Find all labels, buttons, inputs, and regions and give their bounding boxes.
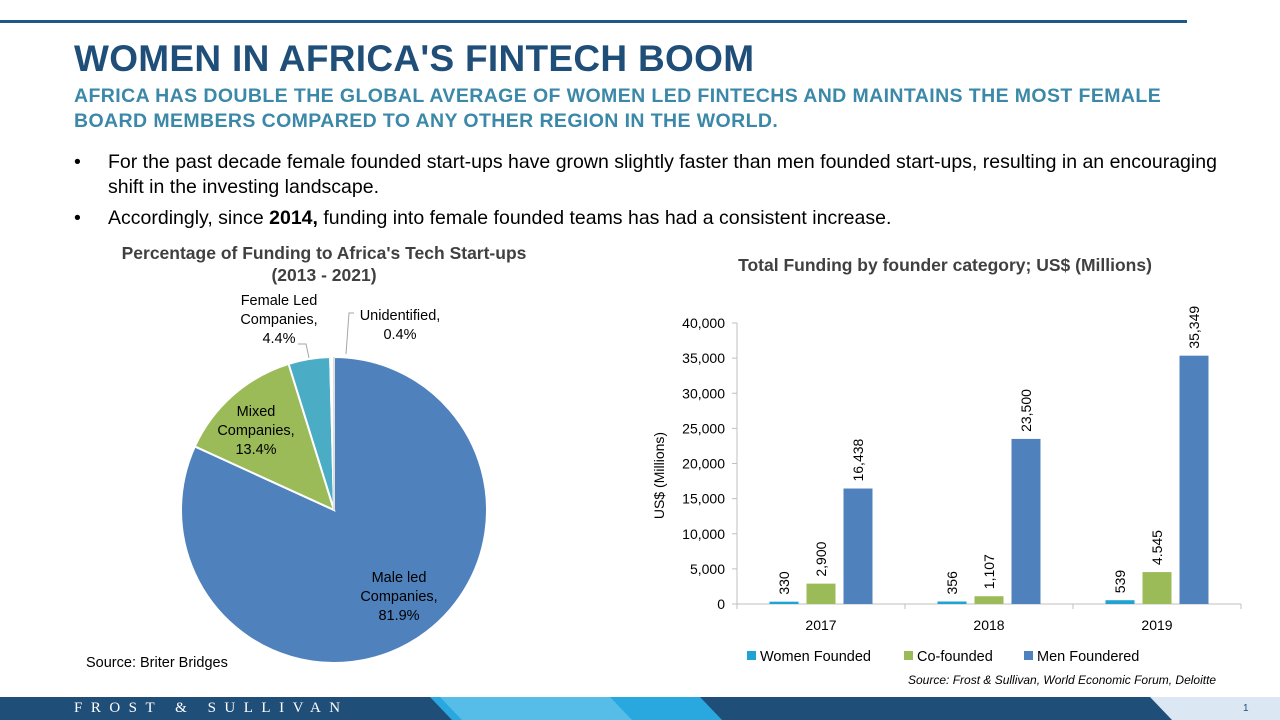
pie-leader-female-led bbox=[298, 343, 310, 359]
y-tick-label: 0 bbox=[717, 596, 725, 612]
legend-label-co-founded: Co-founded bbox=[917, 649, 993, 665]
top-accent-line bbox=[0, 20, 1187, 23]
data-label-men-foundered: 23,500 bbox=[1018, 389, 1034, 432]
legend-swatch-co-founded bbox=[904, 651, 913, 660]
bar-co-founded bbox=[806, 583, 836, 604]
x-tick-label: 2018 bbox=[973, 617, 1004, 633]
bar-women-founded bbox=[769, 601, 799, 604]
footer-band bbox=[0, 697, 1280, 720]
pie-label-male-led: Male led Companies, 81.9% bbox=[360, 570, 437, 624]
y-axis-title: US$ (Millions) bbox=[651, 432, 667, 519]
data-label-women-founded: 356 bbox=[944, 571, 960, 595]
data-label-women-founded: 330 bbox=[776, 571, 792, 595]
pie-title-line2: (2013 - 2021) bbox=[271, 265, 377, 285]
pie-label-unidentified: Unidentified, 0.4% bbox=[360, 308, 441, 343]
y-tick-label: 10,000 bbox=[682, 526, 725, 542]
bar-source: Source: Frost & Sullivan, World Economic… bbox=[908, 673, 1217, 687]
x-tick-label: 2017 bbox=[805, 617, 836, 633]
bullet-list: • For the past decade female founded sta… bbox=[74, 150, 1224, 237]
bullet-marker: • bbox=[74, 207, 81, 229]
legend-label-men-foundered: Men Foundered bbox=[1037, 649, 1139, 665]
data-label-co-founded: 4.545 bbox=[1149, 530, 1165, 565]
bullet-text: For the past decade female founded start… bbox=[108, 151, 1217, 198]
bar-women-founded bbox=[1105, 600, 1135, 604]
pie-chart: Male led Companies, 81.9% Mixed Companies, 13… bbox=[180, 293, 488, 664]
bullet-item: • Accordingly, since 2014, funding into … bbox=[74, 206, 1224, 231]
bullet-text-post: funding into female founded teams has ha… bbox=[317, 207, 892, 229]
pie-leader-unidentified bbox=[345, 312, 354, 355]
pie-label-mixed: Mixed Companies, 13.4% bbox=[217, 404, 294, 458]
bar-men-foundered bbox=[843, 488, 873, 604]
data-label-men-foundered: 35,349 bbox=[1186, 306, 1202, 349]
pie-label-female-led: Female Led Companies, 4.4% bbox=[240, 293, 317, 347]
page-title: WOMEN IN AFRICA'S FINTECH BOOM bbox=[74, 38, 755, 79]
page-number: 1 bbox=[1243, 703, 1249, 714]
y-tick-label: 25,000 bbox=[682, 420, 725, 436]
data-label-co-founded: 1,107 bbox=[981, 554, 997, 589]
y-tick-label: 20,000 bbox=[682, 456, 725, 472]
legend-swatch-women-founded bbox=[747, 651, 756, 660]
bar-men-foundered bbox=[1011, 438, 1041, 604]
y-tick-label: 40,000 bbox=[682, 315, 725, 331]
x-tick-label: 2019 bbox=[1141, 617, 1172, 633]
legend-label-women-founded: Women Founded bbox=[760, 649, 871, 665]
pie-title-line1: Percentage of Funding to Africa's Tech S… bbox=[121, 243, 527, 263]
data-label-men-foundered: 16,438 bbox=[850, 438, 866, 481]
bullet-text-bold: 2014, bbox=[269, 207, 318, 229]
bar-co-founded bbox=[974, 596, 1004, 604]
y-tick-label: 30,000 bbox=[682, 385, 725, 401]
data-label-co-founded: 2,900 bbox=[813, 541, 829, 576]
y-tick-label: 35,000 bbox=[682, 350, 725, 366]
pie-source: Source: Briter Bridges bbox=[86, 655, 228, 671]
bar-co-founded bbox=[1142, 572, 1172, 604]
bullet-marker: • bbox=[74, 151, 81, 173]
bar-women-founded bbox=[937, 601, 967, 604]
bar-men-foundered bbox=[1179, 355, 1209, 604]
page-subtitle: AFRICA HAS DOUBLE THE GLOBAL AVERAGE OF … bbox=[74, 85, 1162, 132]
footer-brand: FROST & SULLIVAN bbox=[74, 700, 349, 716]
y-tick-label: 5,000 bbox=[690, 561, 725, 577]
data-label-women-founded: 539 bbox=[1112, 570, 1128, 594]
bullet-item: • For the past decade female founded sta… bbox=[74, 150, 1224, 200]
legend-swatch-men-foundered bbox=[1024, 651, 1033, 660]
bar-chart-title: Total Funding by founder category; US$ (… bbox=[738, 255, 1152, 275]
y-tick-label: 15,000 bbox=[682, 491, 725, 507]
bullet-text-pre: Accordingly, since bbox=[108, 207, 270, 229]
pie-chart-title: Percentage of Funding to Africa's Tech S… bbox=[84, 242, 564, 286]
bar-chart: 0 5,000 10,000 15,000 20,000 25,000 30,000 35,0… bbox=[651, 306, 1242, 665]
